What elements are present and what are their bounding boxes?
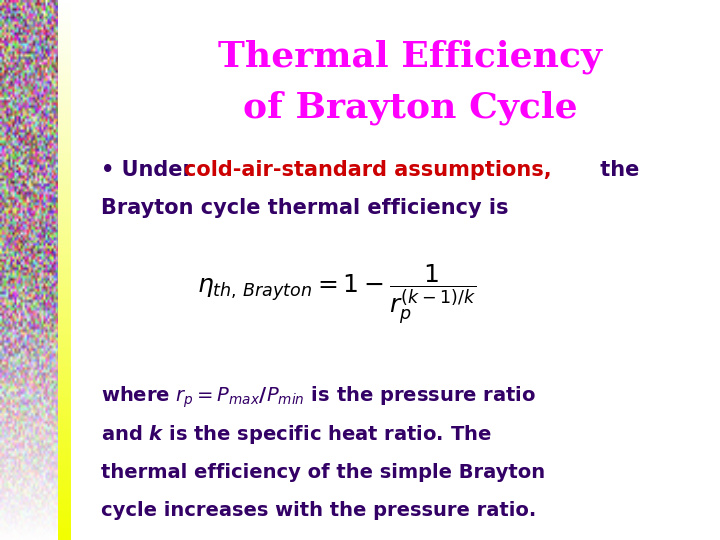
Text: cold-air-standard assumptions,: cold-air-standard assumptions, xyxy=(184,160,552,180)
Text: • Under: • Under xyxy=(101,160,200,180)
Text: where $\boldsymbol{r_p} = \boldsymbol{P_{max}/P_{min}}$ is the pressure ratio: where $\boldsymbol{r_p} = \boldsymbol{P_… xyxy=(101,384,536,410)
Text: cycle increases with the pressure ratio.: cycle increases with the pressure ratio. xyxy=(101,501,536,520)
Text: of Brayton Cycle: of Brayton Cycle xyxy=(243,91,577,125)
Text: thermal efficiency of the simple Brayton: thermal efficiency of the simple Brayton xyxy=(101,463,545,482)
Text: $\eta_{th,\,Brayton} = 1 - \dfrac{1}{r_p^{(k-1)/k}}$: $\eta_{th,\,Brayton} = 1 - \dfrac{1}{r_p… xyxy=(197,262,476,327)
Text: Brayton cycle thermal efficiency is: Brayton cycle thermal efficiency is xyxy=(101,198,508,218)
Text: Thermal Efficiency: Thermal Efficiency xyxy=(218,39,603,74)
Text: the: the xyxy=(593,160,639,180)
Text: and $\boldsymbol{k}$ is the specific heat ratio. The: and $\boldsymbol{k}$ is the specific hea… xyxy=(101,423,492,446)
